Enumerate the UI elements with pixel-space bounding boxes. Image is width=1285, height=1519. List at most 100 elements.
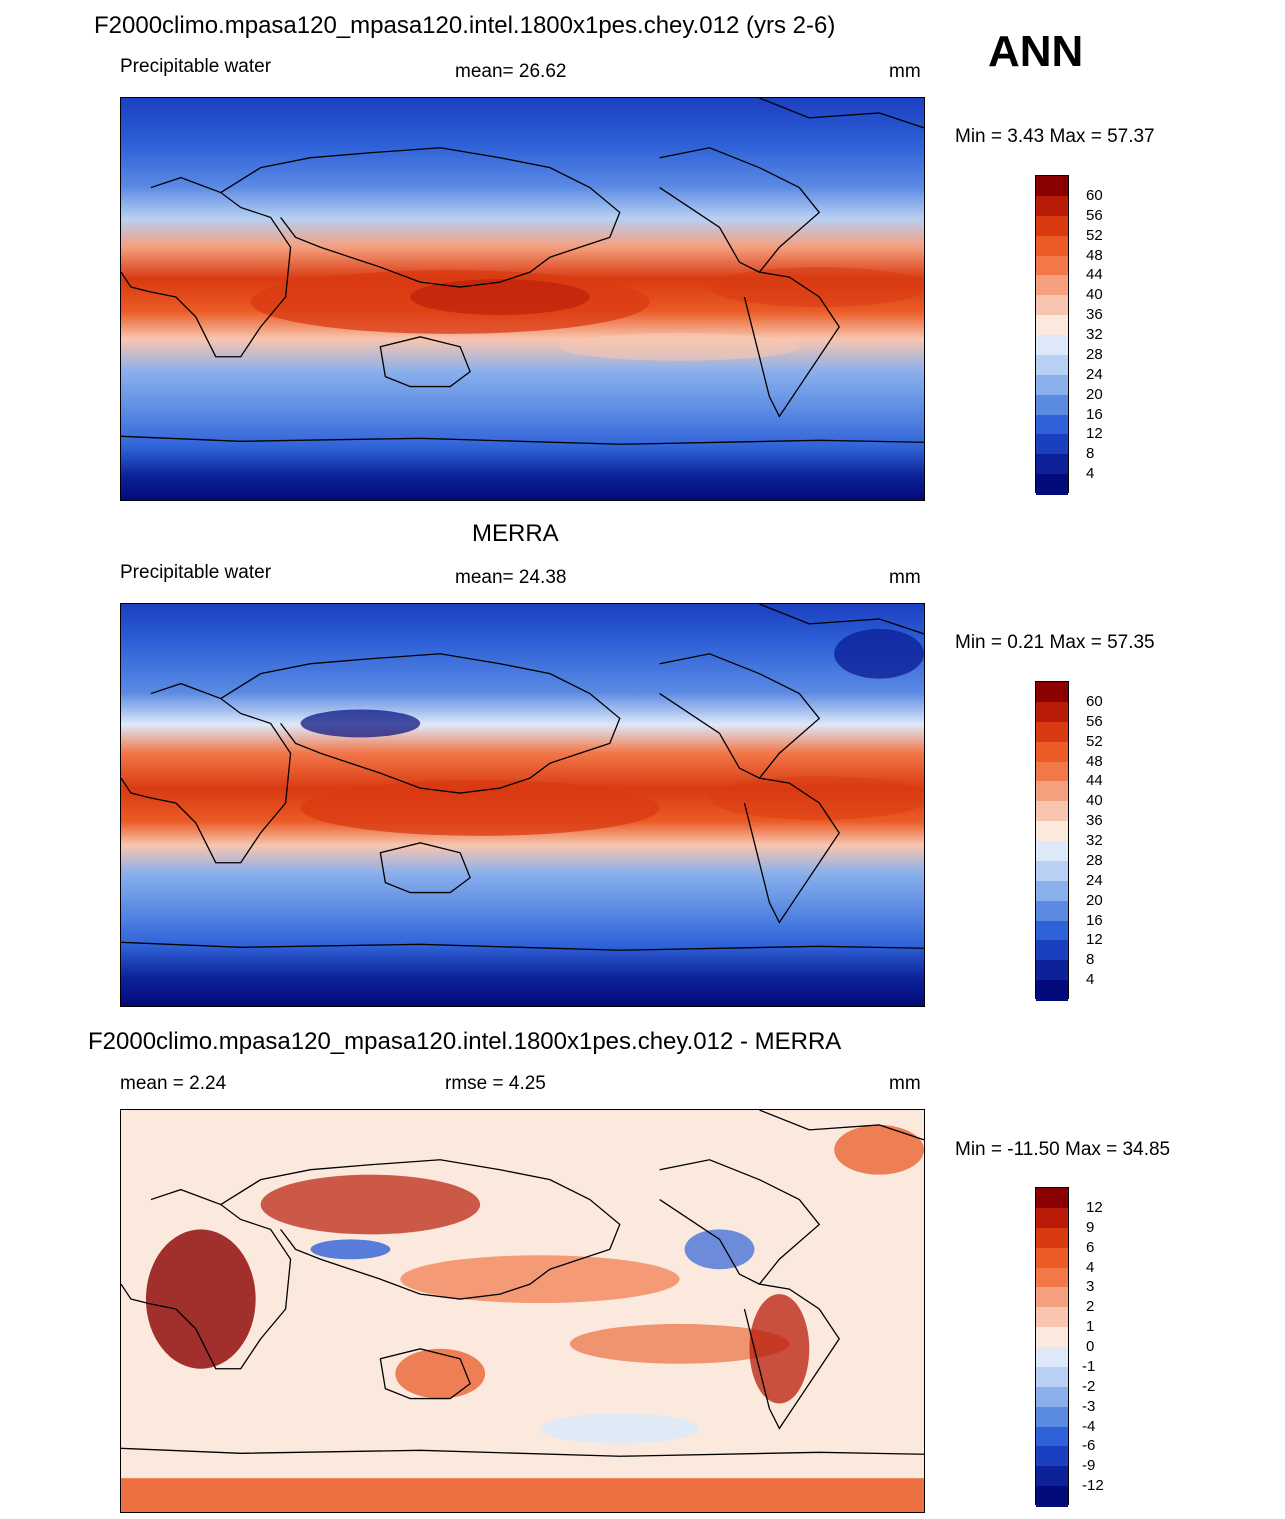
colorbar-tick-label: 20 bbox=[1086, 385, 1103, 403]
colorbar-tick-label: -3 bbox=[1082, 1397, 1096, 1415]
panel1-colorbar-ticks: 60 56 52 48 44 40 36 32 28 24 20 16 12 8 4 bbox=[1086, 175, 1146, 493]
colorbar-swatch bbox=[1036, 781, 1068, 802]
panel3-map bbox=[120, 1109, 925, 1513]
panel1-variable-label: Precipitable water bbox=[120, 56, 272, 77]
colorbar-tick-label: 44 bbox=[1086, 266, 1103, 284]
colorbar-tick-label: 40 bbox=[1086, 792, 1103, 810]
colorbar-tick-label: 60 bbox=[1086, 692, 1103, 710]
colorbar-tick-label: 32 bbox=[1086, 326, 1103, 343]
panel3-title: F2000climo.mpasa120_mpasa120.intel.1800x… bbox=[88, 1028, 842, 1055]
colorbar-tick-label: 24 bbox=[1086, 871, 1103, 889]
colorbar-swatch bbox=[1036, 940, 1068, 961]
colorbar-swatch bbox=[1036, 1247, 1068, 1268]
colorbar-swatch bbox=[1036, 860, 1068, 882]
colorbar-swatch bbox=[1036, 195, 1068, 217]
colorbar-tick-label: 52 bbox=[1086, 732, 1103, 750]
colorbar-swatch bbox=[1036, 434, 1068, 455]
colorbar-swatch bbox=[1036, 1347, 1068, 1368]
colorbar-swatch bbox=[1036, 1366, 1068, 1388]
panel2-map-plot bbox=[121, 604, 924, 1006]
colorbar-tick-label: 4 bbox=[1086, 465, 1095, 483]
colorbar-tick-label: -9 bbox=[1082, 1457, 1096, 1475]
colorbar-tick-label: 8 bbox=[1086, 445, 1095, 463]
colorbar-swatch bbox=[1036, 1327, 1068, 1348]
panel2-title: MERRA bbox=[472, 520, 559, 547]
colorbar-swatch bbox=[1036, 295, 1068, 316]
colorbar-tick-label: -12 bbox=[1082, 1477, 1104, 1495]
colorbar-tick-label: 12 bbox=[1086, 1198, 1103, 1216]
colorbar-swatch bbox=[1036, 821, 1068, 842]
season-label: ANN bbox=[988, 27, 1084, 76]
colorbar-tick-label: 52 bbox=[1086, 226, 1103, 244]
colorbar-swatch bbox=[1036, 1207, 1068, 1229]
colorbar-tick-label: 8 bbox=[1086, 951, 1095, 969]
panel3-units-label: mm bbox=[889, 1073, 921, 1094]
colorbar-tick-label: 44 bbox=[1086, 772, 1103, 790]
colorbar-tick-label: 36 bbox=[1086, 306, 1103, 324]
colorbar-tick-label: 16 bbox=[1086, 911, 1103, 929]
colorbar-swatch bbox=[1036, 682, 1068, 703]
panel1-units-label: mm bbox=[889, 61, 921, 82]
colorbar-tick-label: 32 bbox=[1086, 832, 1103, 849]
colorbar-swatch bbox=[1036, 1486, 1068, 1507]
colorbar-swatch bbox=[1036, 454, 1068, 475]
panel3-rmse-label: rmse = 4.25 bbox=[445, 1073, 546, 1094]
colorbar-tick-label: -6 bbox=[1082, 1437, 1096, 1455]
colorbar-tick-label: 56 bbox=[1086, 206, 1103, 224]
colorbar-tick-label: 24 bbox=[1086, 365, 1103, 383]
colorbar-swatch bbox=[1036, 1466, 1068, 1487]
colorbar-swatch bbox=[1036, 354, 1068, 376]
colorbar-tick-label: 56 bbox=[1086, 712, 1103, 730]
panel2-mean-label: mean= 24.38 bbox=[455, 567, 567, 588]
colorbar-tick-label: 28 bbox=[1086, 345, 1103, 363]
panel1-colorbar bbox=[1035, 175, 1069, 495]
colorbar-swatch bbox=[1036, 980, 1068, 1001]
colorbar-tick-label: 4 bbox=[1086, 1258, 1095, 1276]
colorbar-swatch bbox=[1036, 1426, 1068, 1447]
colorbar-tick-label: 36 bbox=[1086, 812, 1103, 830]
colorbar-tick-label: 9 bbox=[1086, 1218, 1095, 1236]
colorbar-tick-label: 20 bbox=[1086, 891, 1103, 909]
panel1-map bbox=[120, 97, 925, 501]
colorbar-swatch bbox=[1036, 801, 1068, 822]
colorbar-tick-label: 1 bbox=[1086, 1318, 1095, 1336]
colorbar-swatch bbox=[1036, 1406, 1068, 1427]
panel1-mean-label: mean= 26.62 bbox=[455, 61, 567, 82]
colorbar-tick-label: 28 bbox=[1086, 851, 1103, 869]
colorbar-tick-label: 2 bbox=[1086, 1298, 1095, 1316]
colorbar-swatch bbox=[1036, 841, 1068, 862]
colorbar-swatch bbox=[1036, 414, 1068, 435]
colorbar-swatch bbox=[1036, 1287, 1068, 1308]
colorbar-swatch bbox=[1036, 394, 1068, 415]
colorbar-swatch bbox=[1036, 215, 1068, 237]
colorbar-tick-label: -2 bbox=[1082, 1377, 1096, 1395]
colorbar-tick-label: 0 bbox=[1086, 1338, 1095, 1355]
colorbar-swatch bbox=[1036, 1386, 1068, 1408]
panel3-map-plot bbox=[121, 1110, 924, 1512]
colorbar-tick-label: 48 bbox=[1086, 246, 1103, 264]
panel1-map-plot bbox=[121, 98, 924, 500]
panel3-mean-label: mean = 2.24 bbox=[120, 1073, 227, 1094]
colorbar-swatch bbox=[1036, 1188, 1068, 1209]
colorbar-tick-label: 6 bbox=[1086, 1238, 1095, 1256]
colorbar-swatch bbox=[1036, 235, 1068, 256]
colorbar-tick-label: 16 bbox=[1086, 405, 1103, 423]
colorbar-tick-label: 4 bbox=[1086, 971, 1095, 989]
colorbar-swatch bbox=[1036, 721, 1068, 743]
colorbar-tick-label: 3 bbox=[1086, 1278, 1095, 1296]
colorbar-swatch bbox=[1036, 474, 1068, 495]
colorbar-tick-label: 40 bbox=[1086, 286, 1103, 304]
colorbar-swatch bbox=[1036, 374, 1068, 396]
colorbar-swatch bbox=[1036, 900, 1068, 921]
colorbar-swatch bbox=[1036, 761, 1068, 782]
colorbar-swatch bbox=[1036, 741, 1068, 762]
colorbar-swatch bbox=[1036, 1446, 1068, 1467]
colorbar-swatch bbox=[1036, 1267, 1068, 1288]
colorbar-swatch bbox=[1036, 176, 1068, 197]
colorbar-swatch bbox=[1036, 701, 1068, 723]
colorbar-swatch bbox=[1036, 1307, 1068, 1328]
figure-title: F2000climo.mpasa120_mpasa120.intel.1800x… bbox=[94, 12, 836, 39]
colorbar-swatch bbox=[1036, 335, 1068, 356]
colorbar-tick-label: 12 bbox=[1086, 425, 1103, 443]
colorbar-tick-label: -4 bbox=[1082, 1417, 1096, 1435]
